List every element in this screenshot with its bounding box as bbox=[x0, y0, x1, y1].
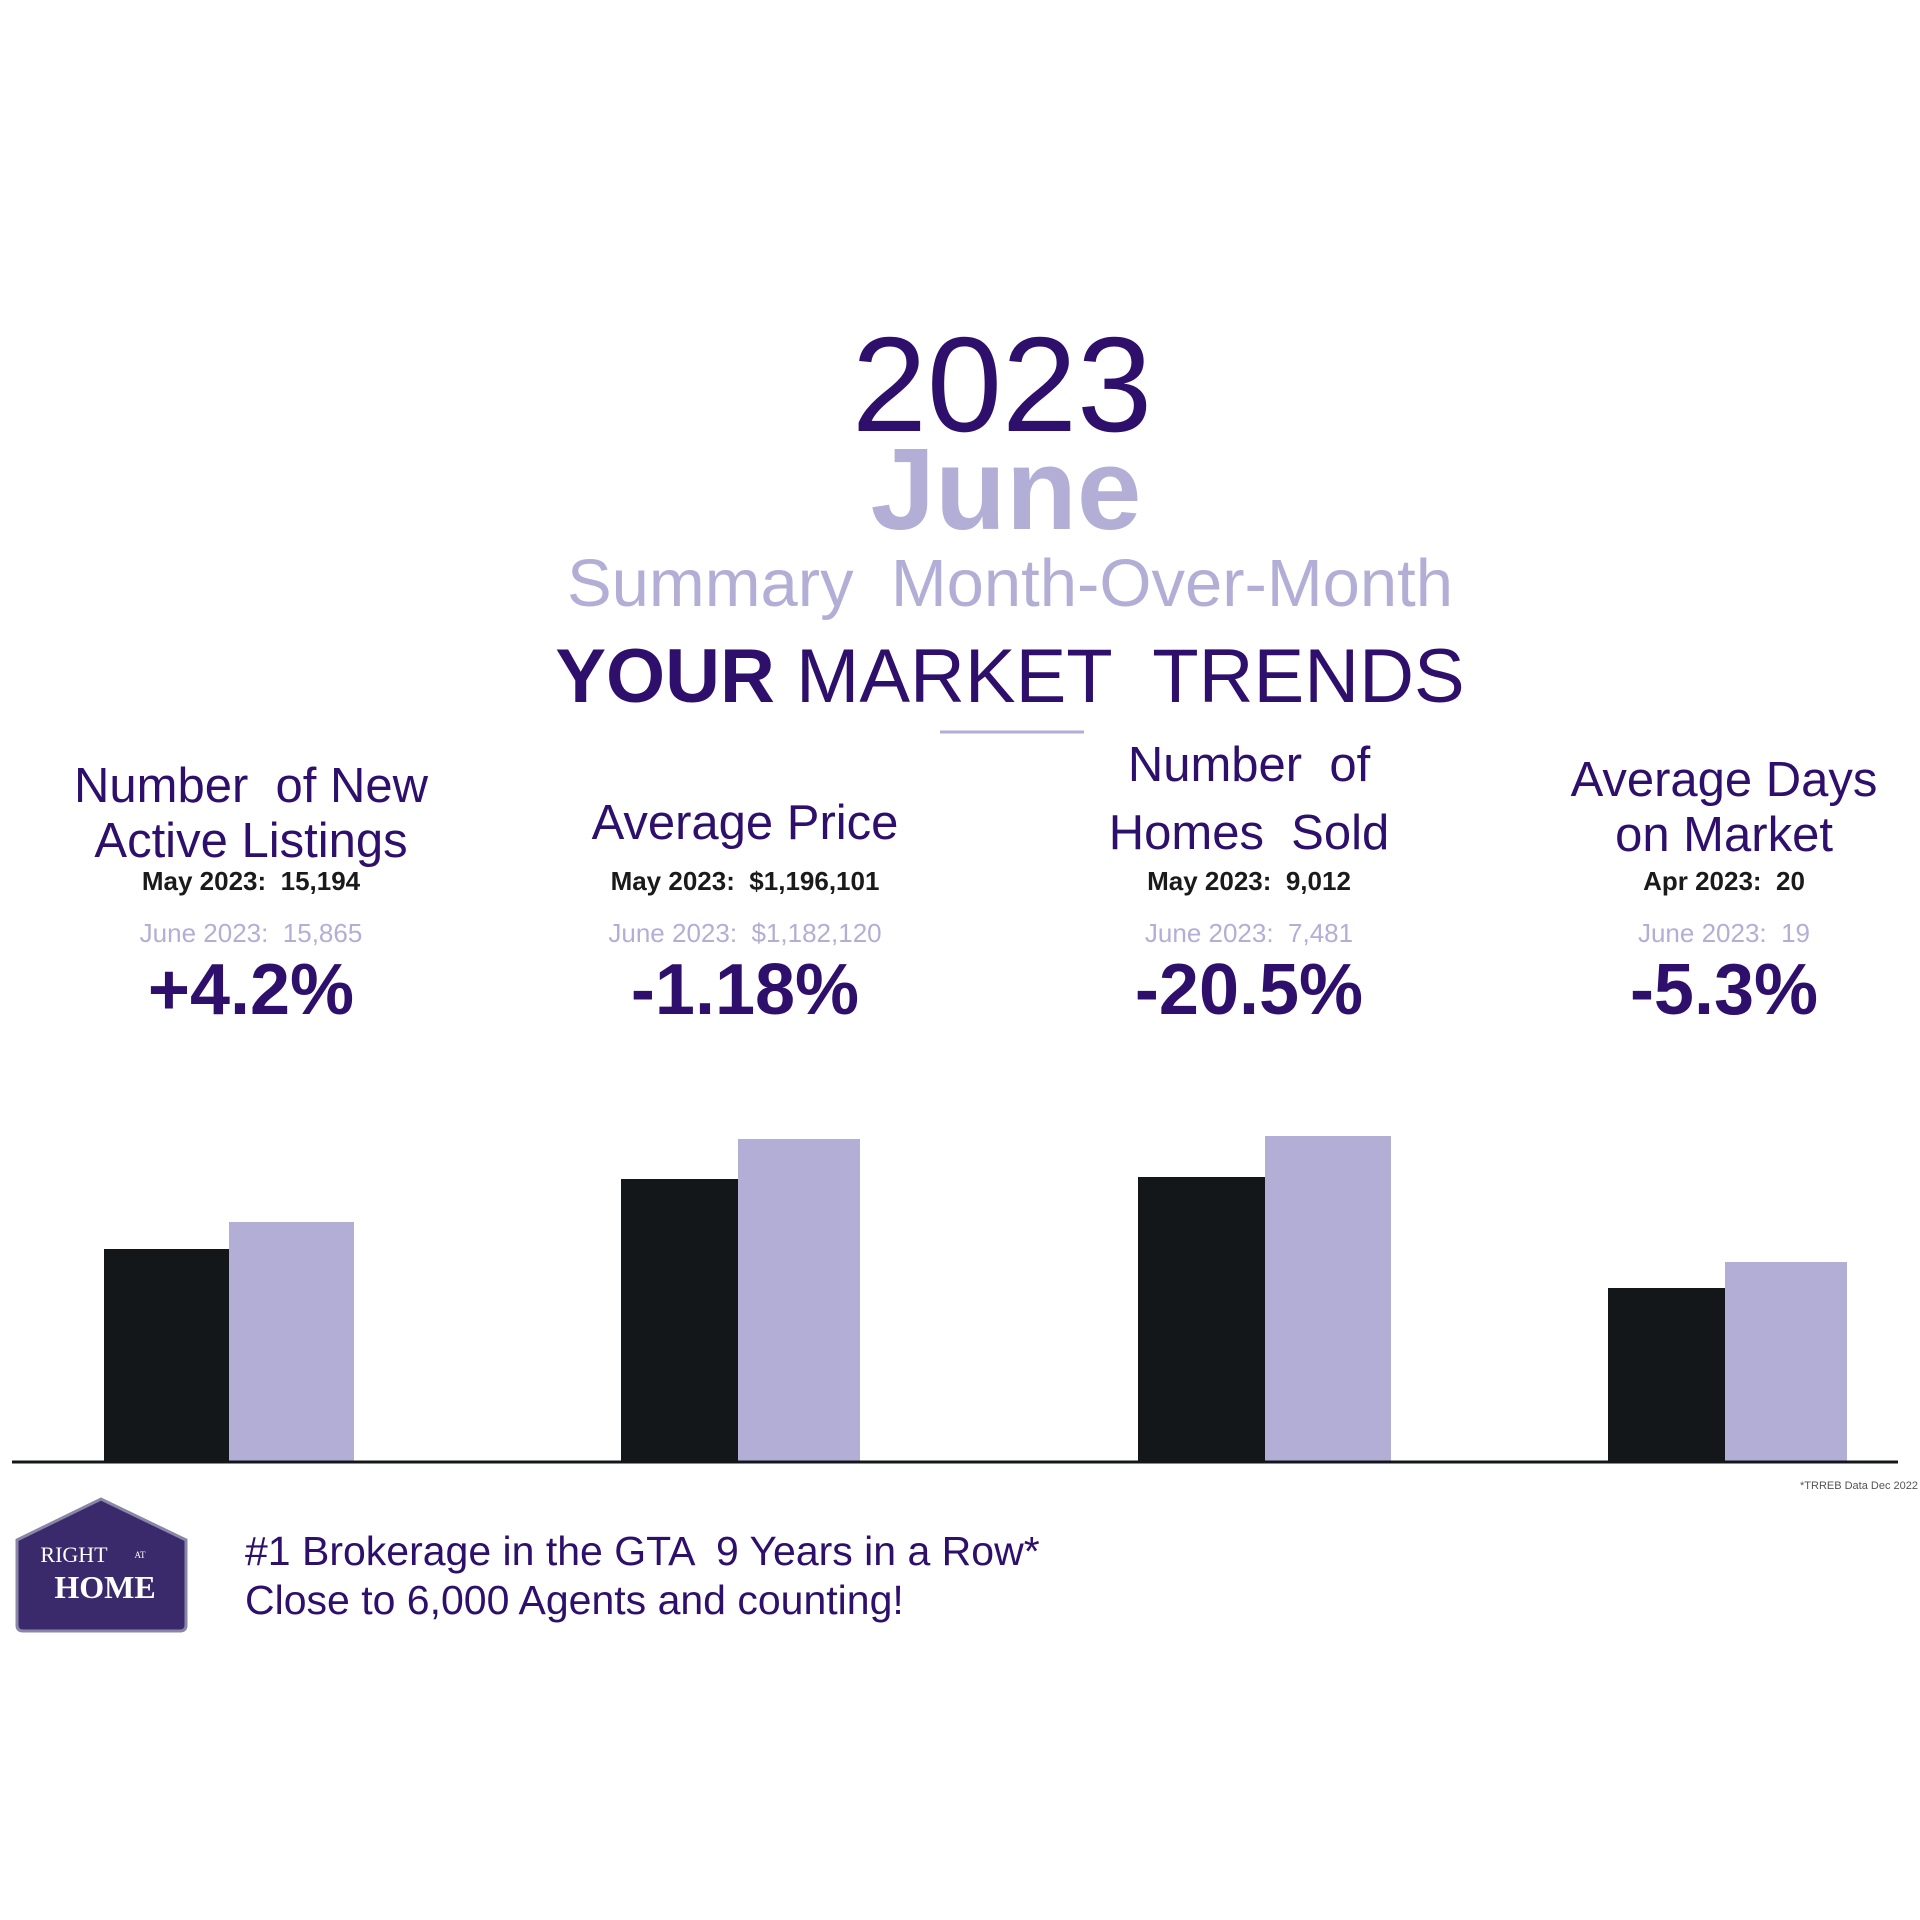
previous-value: May 2023: 15,194 bbox=[142, 866, 361, 896]
previous-value: Apr 2023: 20 bbox=[1643, 866, 1805, 896]
headline-rest: MARKET TRENDS bbox=[796, 634, 1465, 719]
change-percent: +4.2% bbox=[148, 950, 354, 1030]
month: June bbox=[871, 424, 1142, 554]
metric-label: Homes Sold bbox=[1109, 806, 1390, 860]
metric-label: Average Price bbox=[592, 796, 899, 850]
previous-value: May 2023: $1,196,101 bbox=[611, 866, 880, 896]
bar-previous bbox=[104, 1249, 229, 1461]
current-value: June 2023: 7,481 bbox=[1145, 918, 1353, 948]
logo-text: RIGHT bbox=[40, 1542, 108, 1567]
current-value: June 2023: 19 bbox=[1638, 918, 1810, 948]
bar-current bbox=[1725, 1262, 1847, 1461]
metric-label: Number of bbox=[1128, 738, 1371, 792]
footer-line: Close to 6,000 Agents and counting! bbox=[245, 1577, 904, 1623]
change-percent: -5.3% bbox=[1630, 950, 1818, 1030]
metric-label: Average Days bbox=[1571, 753, 1878, 807]
year: 2023 bbox=[852, 309, 1152, 460]
bar-previous bbox=[1138, 1177, 1265, 1461]
change-percent: -20.5% bbox=[1135, 950, 1363, 1030]
current-value: June 2023: $1,182,120 bbox=[608, 918, 881, 948]
change-percent: -1.18% bbox=[631, 950, 859, 1030]
headline: YOUR MARKET TRENDS bbox=[555, 634, 1464, 719]
previous-value: May 2023: 9,012 bbox=[1147, 866, 1351, 896]
bar-current bbox=[1265, 1136, 1391, 1461]
bar-previous bbox=[621, 1179, 738, 1461]
footer-line: #1 Brokerage in the GTA 9 Years in a Row… bbox=[245, 1528, 1040, 1574]
metric-label: Number of New bbox=[74, 759, 429, 813]
bars bbox=[12, 1136, 1898, 1464]
subtitle: Summary Month-Over-Month bbox=[567, 546, 1453, 621]
current-value: June 2023: 15,865 bbox=[140, 918, 363, 948]
bar-current bbox=[229, 1222, 354, 1461]
headline-bold: YOUR bbox=[555, 634, 775, 719]
logo-house bbox=[15, 1497, 188, 1633]
bar-current bbox=[738, 1139, 860, 1461]
logo: RIGHT AT HOME bbox=[15, 1497, 188, 1633]
metric-label: Active Listings bbox=[94, 814, 407, 868]
bar-previous bbox=[1608, 1288, 1725, 1461]
source-note: *TRREB Data Dec 2022 bbox=[1800, 1480, 1918, 1492]
logo-text: AT bbox=[135, 1550, 147, 1560]
logo-text: HOME bbox=[54, 1569, 155, 1605]
metric-label: on Market bbox=[1615, 808, 1833, 862]
